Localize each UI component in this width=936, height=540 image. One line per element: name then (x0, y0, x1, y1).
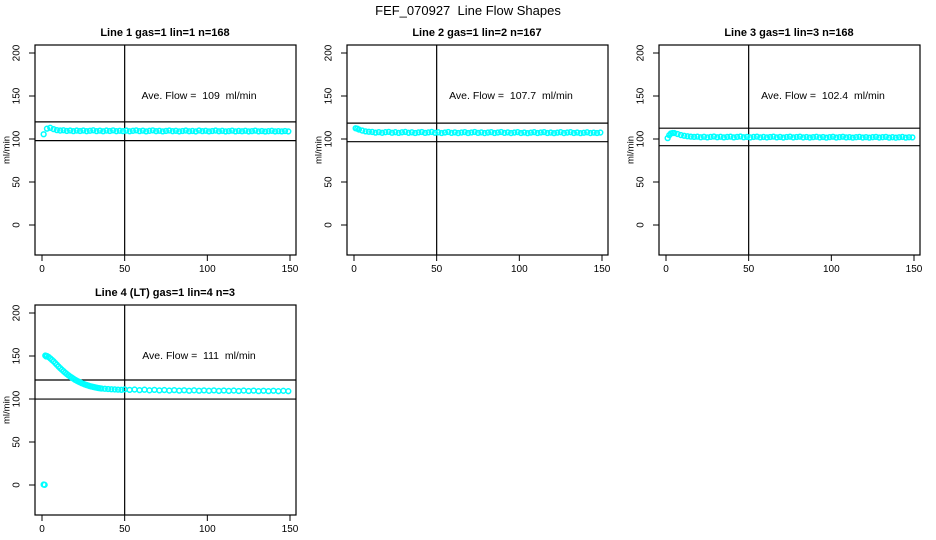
y-tick-label: 0 (635, 222, 647, 228)
plot-title: Line 2 gas=1 lin=2 n=167 (412, 27, 542, 39)
x-tick-label: 0 (39, 524, 45, 535)
x-tick-label: 50 (119, 264, 131, 275)
y-tick-label: 100 (11, 390, 23, 408)
plot-title: Line 4 (LT) gas=1 lin=4 n=3 (94, 287, 236, 299)
plot-canvas (29, 44, 297, 261)
subplot-line-2: Line 2 gas=1 lin=2 n=167 Ave. Flow = 107… (312, 20, 624, 280)
x-tick-label: 150 (905, 264, 923, 275)
y-tick-label: 200 (635, 44, 647, 62)
y-tick-label: 50 (11, 176, 23, 188)
y-tick-label: 0 (323, 222, 335, 228)
ave-flow-annotation: Ave. Flow = 109 ml/min (141, 90, 257, 102)
ave-flow-annotation: Ave. Flow = 102.4 ml/min (761, 90, 885, 102)
plot-title: Line 3 gas=1 lin=3 n=168 (724, 27, 854, 39)
subplot-line-1: Line 1 gas=1 lin=1 n=168 Ave. Flow = 109… (0, 20, 312, 280)
y-tick-label: 150 (11, 87, 23, 105)
x-tick-label: 150 (593, 264, 611, 275)
y-tick-label: 200 (11, 304, 23, 322)
x-tick-label: 0 (39, 264, 45, 275)
figure-title: FEF_070927 Line Flow Shapes (375, 3, 561, 18)
x-tick-label: 50 (743, 264, 755, 275)
subplot-line-4: Line 4 (LT) gas=1 lin=4 n=3 Ave. Flow = … (0, 280, 312, 540)
y-tick-label: 200 (323, 44, 335, 62)
y-tick-label: 50 (323, 176, 335, 188)
x-tick-label: 150 (281, 264, 299, 275)
x-tick-label: 100 (510, 264, 528, 275)
ave-flow-annotation: Ave. Flow = 107.7 ml/min (449, 90, 573, 102)
y-tick-label: 0 (11, 222, 23, 228)
ave-flow-annotation: Ave. Flow = 111 ml/min (142, 350, 256, 362)
y-tick-label: 200 (11, 44, 23, 62)
x-tick-label: 50 (431, 264, 443, 275)
y-tick-label: 50 (11, 436, 23, 448)
y-tick-label: 100 (635, 130, 647, 148)
y-tick-label: 100 (323, 130, 335, 148)
y-tick-label: 50 (635, 176, 647, 188)
x-tick-label: 150 (281, 524, 299, 535)
y-tick-label: 150 (11, 347, 23, 365)
y-tick-label: 0 (11, 482, 23, 488)
y-tick-label: 150 (635, 87, 647, 105)
subplot-line-3: Line 3 gas=1 lin=3 n=168 Ave. Flow = 102… (624, 20, 936, 280)
plot-canvas (653, 44, 921, 261)
plot-title: Line 1 gas=1 lin=1 n=168 (100, 27, 230, 39)
y-tick-label: 100 (11, 130, 23, 148)
x-tick-label: 100 (198, 264, 216, 275)
x-tick-label: 50 (119, 524, 131, 535)
y-tick-label: 150 (323, 87, 335, 105)
plot-canvas (341, 44, 609, 261)
plot-canvas (29, 304, 297, 521)
x-tick-label: 0 (663, 264, 669, 275)
x-tick-label: 100 (198, 524, 216, 535)
x-tick-label: 100 (822, 264, 840, 275)
x-tick-label: 0 (351, 264, 357, 275)
